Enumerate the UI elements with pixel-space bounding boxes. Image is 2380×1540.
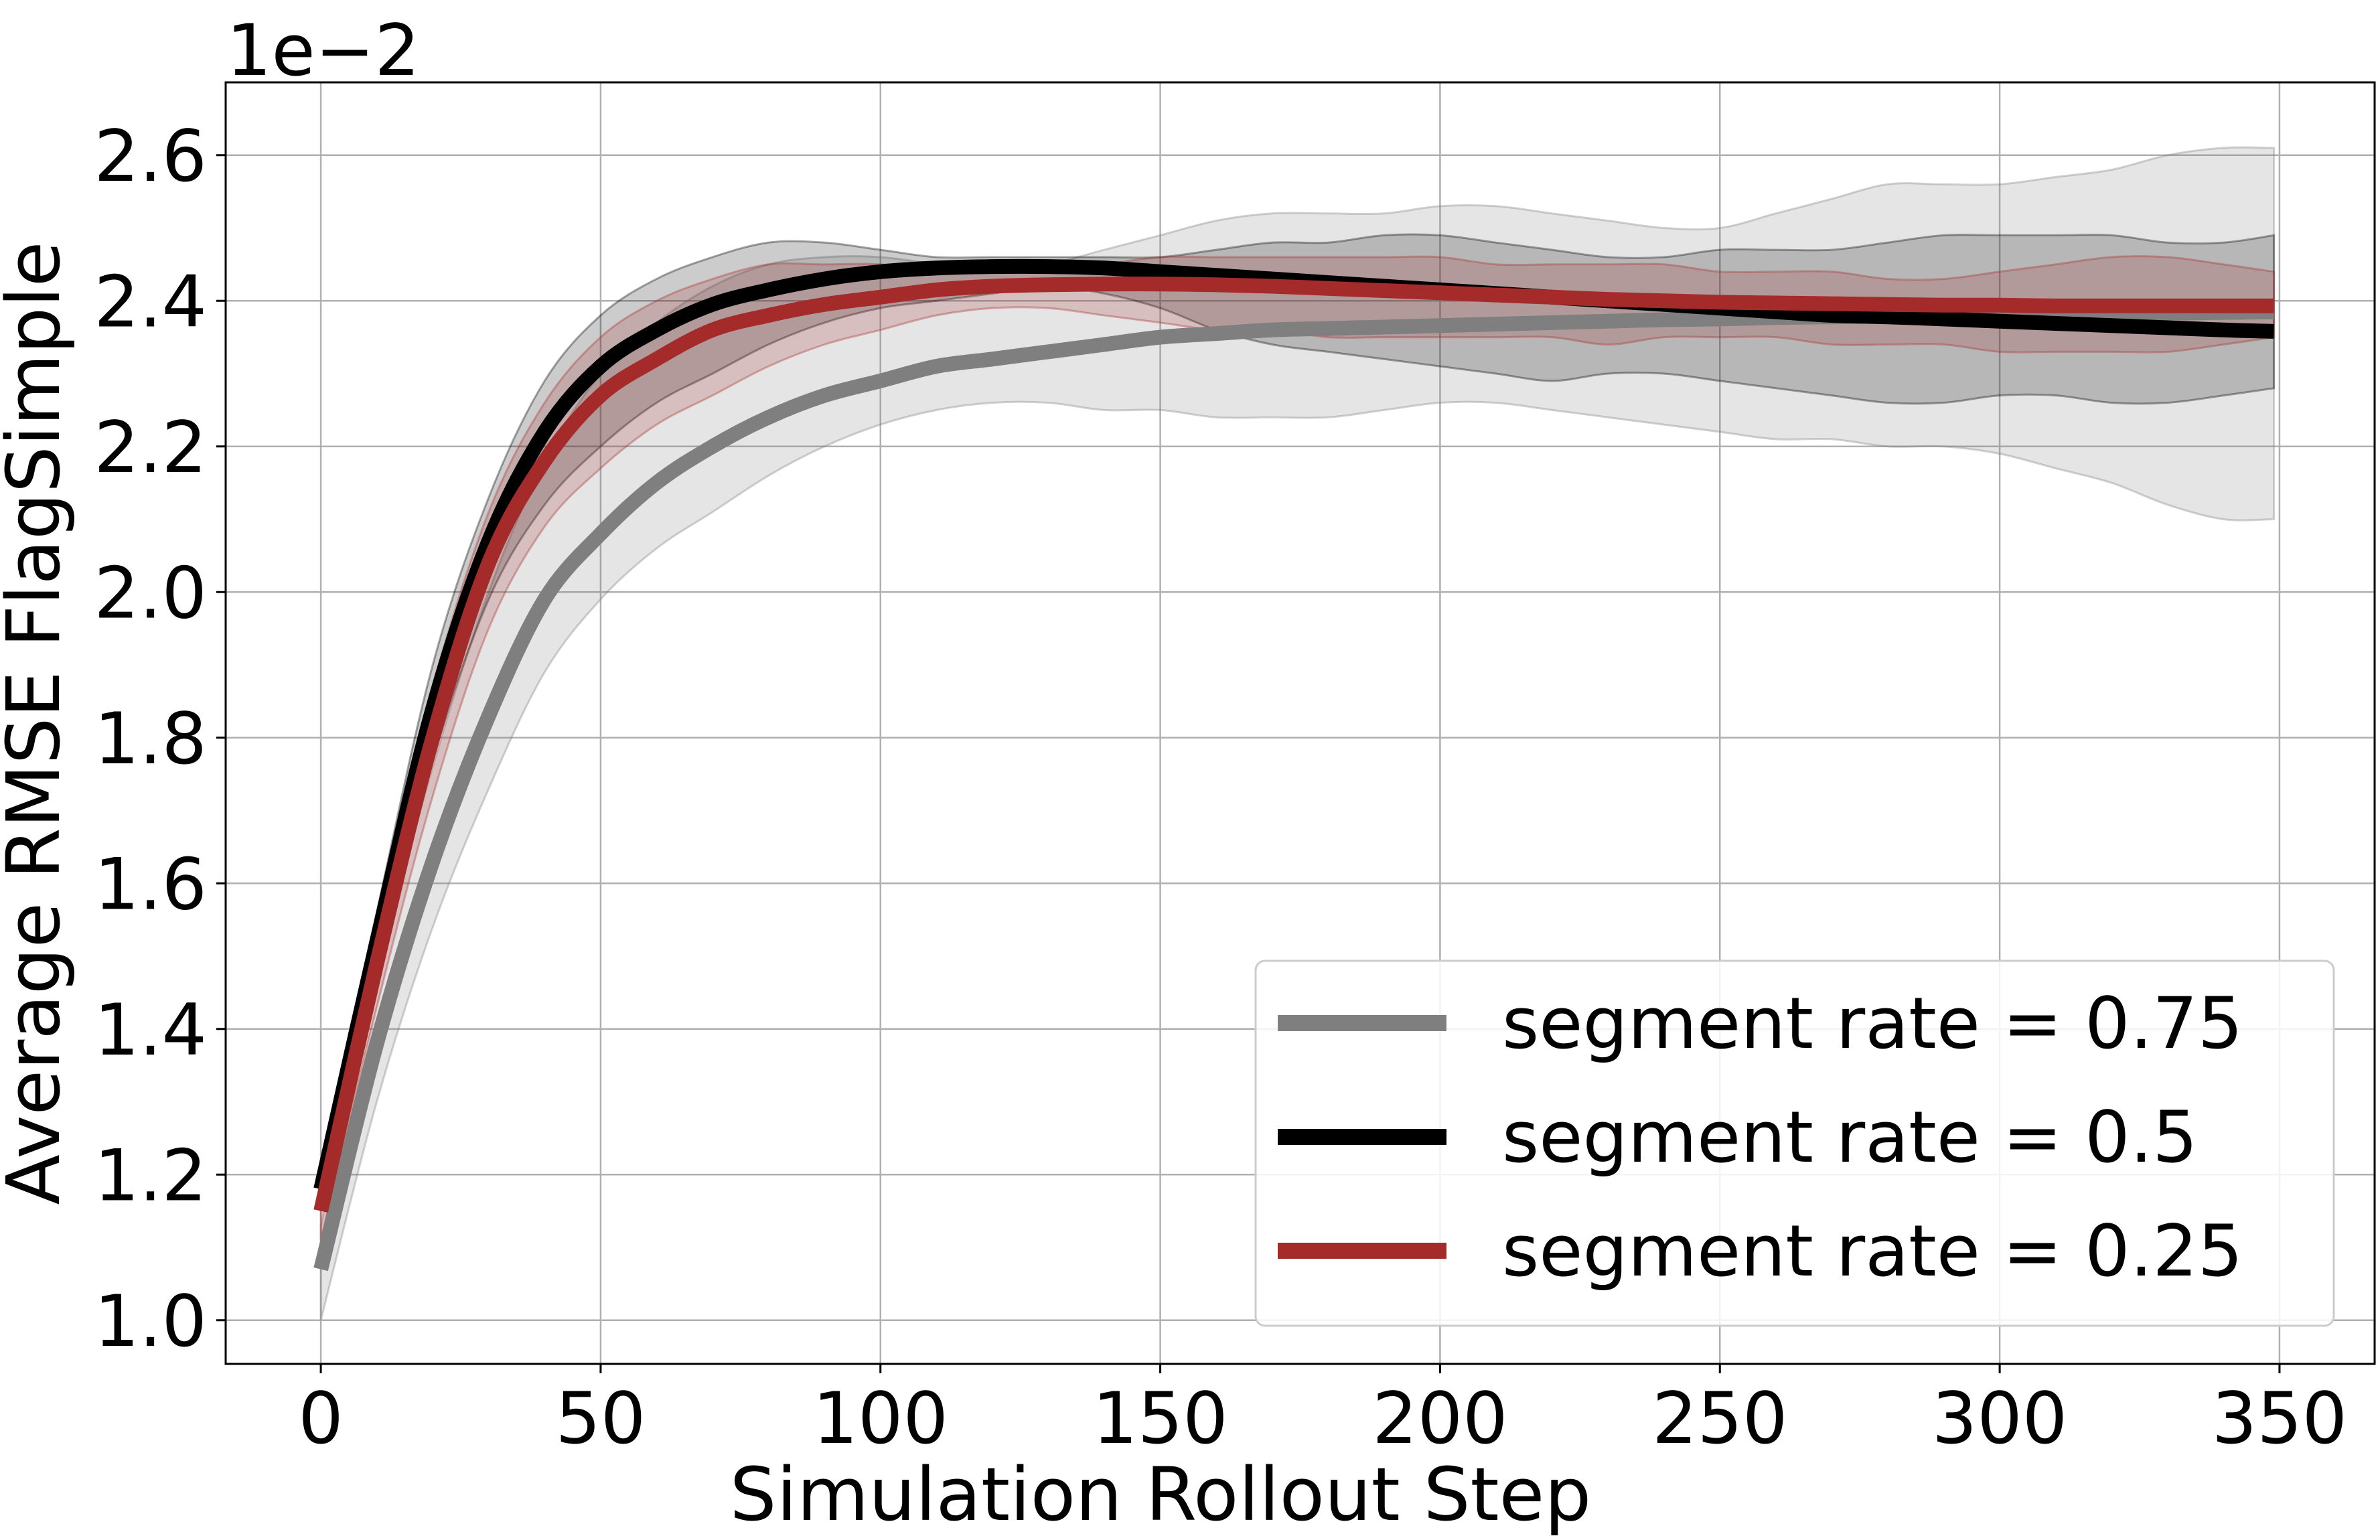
legend-label-0-25: segment rate = 0.25 <box>1502 1210 2243 1292</box>
y-tick-label: 1.0 <box>94 1280 207 1363</box>
y-tick-label: 1.6 <box>94 843 207 925</box>
y-tick-label: 1.8 <box>94 698 207 780</box>
plot-frame <box>224 81 2376 1365</box>
band-segment-rate-0-75 <box>319 146 2276 1321</box>
x-axis-ticks: 0 50 100 150 200 250 300 350 <box>298 1364 2347 1460</box>
legend-label-0-5: segment rate = 0.5 <box>1502 1096 2198 1178</box>
y-tick-label: 2.0 <box>94 552 207 634</box>
x-tick-label: 350 <box>2212 1377 2347 1460</box>
legend-box <box>1254 959 2335 1327</box>
series-line-segment-rate-0-5 <box>313 258 2274 1191</box>
y-tick-label: 2.4 <box>94 260 207 343</box>
band-segment-rate-0-25 <box>319 255 2276 1241</box>
y-tick-label: 1.2 <box>94 1134 207 1217</box>
y-axis-label: Average RMSE FlagSimple <box>0 242 76 1205</box>
y-offset-label: 1e−2 <box>226 9 420 92</box>
x-tick-label: 200 <box>1372 1377 1507 1460</box>
y-tick-label: 1.4 <box>94 989 207 1071</box>
y-tick-label: 2.2 <box>94 406 207 489</box>
x-tick-label: 50 <box>555 1377 646 1460</box>
legend-label-0-75: segment rate = 0.75 <box>1502 982 2243 1065</box>
x-axis-label: Simulation Rollout Step <box>730 1452 1591 1537</box>
series-line-segment-rate-0-25 <box>313 277 2274 1213</box>
y-tick-label: 2.6 <box>94 115 207 198</box>
x-tick-label: 250 <box>1652 1377 1787 1460</box>
x-tick-label: 0 <box>298 1377 343 1460</box>
x-tick-label: 300 <box>1932 1377 2067 1460</box>
x-tick-label: 100 <box>813 1377 948 1460</box>
x-tick-label: 150 <box>1092 1377 1228 1460</box>
legend: segment rate = 0.75 segment rate = 0.5 s… <box>1254 959 2335 1327</box>
series-lines <box>313 258 2274 1272</box>
y-axis-ticks: 1.0 1.2 1.4 1.6 1.8 2.0 2.2 2.4 2.6 <box>94 115 226 1363</box>
